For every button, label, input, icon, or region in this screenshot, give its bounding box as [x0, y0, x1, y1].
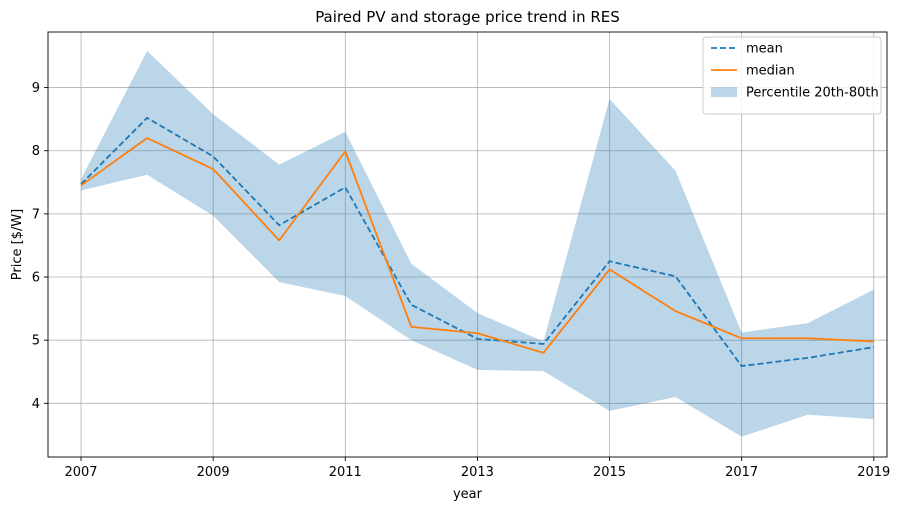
mean-line	[80, 116, 874, 367]
median-point	[542, 352, 544, 354]
y-tick-label: 6	[32, 271, 40, 286]
axis-ticks: 2007 2009 2011 2013 2015 2017 2019 4 5 6 7 8 9	[32, 81, 891, 480]
mean-point	[410, 304, 412, 306]
x-tick-label: 2019	[857, 465, 890, 480]
x-axis-title: year	[453, 487, 483, 502]
legend: mean median Percentile 20th-80th	[702, 36, 882, 115]
mean-point	[344, 186, 346, 188]
median-point	[146, 137, 148, 139]
y-tick-label: 4	[32, 397, 40, 412]
median-line	[80, 137, 874, 354]
y-tick-label: 5	[32, 334, 40, 349]
median-point	[410, 326, 412, 328]
median-point	[476, 332, 478, 334]
y-tick-label: 8	[32, 144, 40, 159]
x-tick-label: 2013	[461, 465, 494, 480]
median-point	[344, 150, 346, 152]
mean-point	[807, 357, 809, 359]
median-point	[873, 340, 875, 342]
legend-band-label: Percentile 20th-80th	[746, 86, 879, 101]
y-tick-label: 7	[32, 207, 40, 222]
y-axis-title: Price [$/W]	[10, 209, 25, 281]
legend-band-swatch	[711, 87, 737, 97]
mean-point	[740, 365, 742, 367]
x-tick-label: 2017	[725, 465, 758, 480]
percentile-band	[81, 50, 874, 437]
legend-box	[702, 36, 882, 115]
mean-point	[146, 117, 148, 119]
mean-point	[674, 275, 676, 277]
median-point	[212, 168, 214, 170]
percentile-band-layer	[81, 50, 874, 437]
median-point	[740, 337, 742, 339]
mean-point	[873, 346, 875, 348]
x-tick-label: 2007	[64, 465, 97, 480]
mean-point	[542, 343, 544, 345]
median-point	[807, 337, 809, 339]
median-point	[608, 268, 610, 270]
series-lines-layer	[80, 116, 875, 367]
legend-mean-label: mean	[746, 42, 783, 57]
x-tick-label: 2015	[593, 465, 626, 480]
plot-frame	[47, 31, 888, 458]
mean-point	[608, 260, 610, 262]
mean-point	[212, 155, 214, 157]
mean-point	[278, 224, 280, 226]
legend-median-label: median	[746, 64, 795, 79]
median-point	[674, 310, 676, 312]
x-tick-label: 2011	[329, 465, 362, 480]
y-tick-label: 9	[32, 81, 40, 96]
median-point	[80, 184, 82, 186]
x-tick-label: 2009	[197, 465, 230, 480]
chart-title: Paired PV and storage price trend in RES	[315, 8, 620, 26]
median-point	[278, 239, 280, 241]
mean-point	[476, 338, 478, 340]
